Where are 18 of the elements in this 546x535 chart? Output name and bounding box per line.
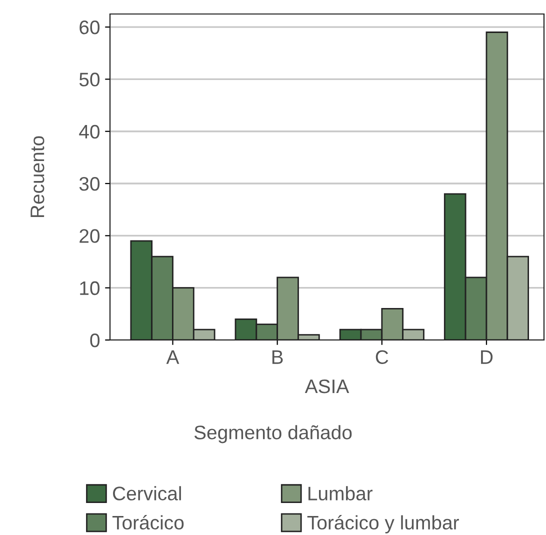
y-axis-title: Recuento (30, 136, 44, 218)
y-tick-label: 0 (90, 333, 100, 348)
legend-label: Cervical (113, 486, 181, 500)
y-tick-label: 30 (79, 176, 100, 191)
x-tick-label: A (166, 350, 180, 364)
x-tick-label: B (272, 350, 283, 364)
x-tick-label: C (376, 350, 388, 364)
y-tick-label: 50 (79, 72, 100, 86)
x-axis-title: ASIA (304, 379, 350, 394)
legend-label: Torácico (112, 515, 184, 530)
y-tick-label: 20 (80, 229, 100, 243)
y-tick-label: 10 (80, 281, 100, 296)
y-tick-label: 40 (79, 124, 100, 139)
y-tick-label: 60 (80, 20, 100, 34)
legend-label: Torácico y lumbar (307, 515, 459, 534)
legend-label: Lumbar (308, 486, 373, 500)
x-tick-label: D (481, 350, 493, 364)
legend-title: Segmento dañado (194, 425, 352, 444)
